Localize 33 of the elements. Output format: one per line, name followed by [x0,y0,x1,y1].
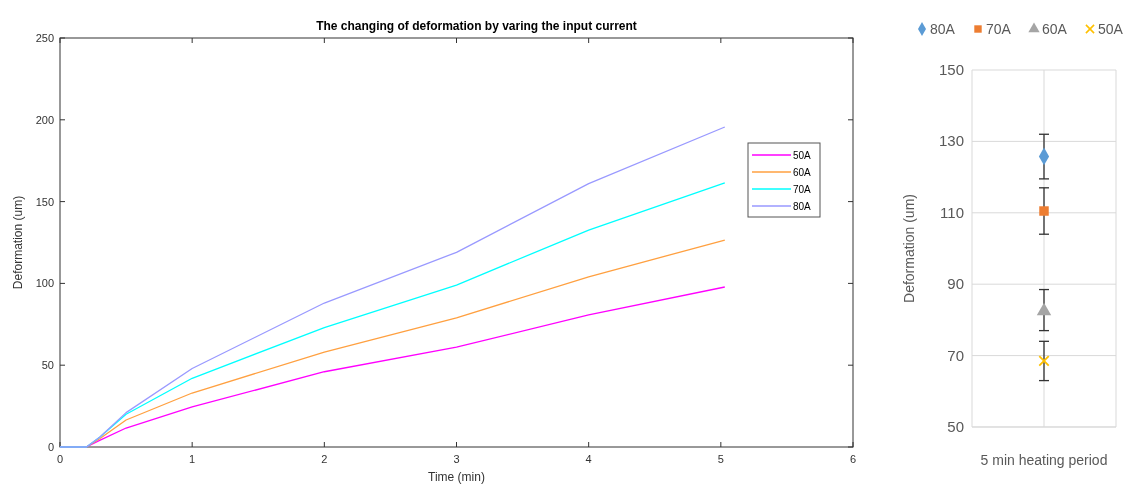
y-tick-label: 250 [35,32,54,44]
legend-label: 60A [793,167,812,178]
y-tick-label: 150 [938,61,964,78]
legend-label: 50A [793,150,812,161]
x-tick-label: 3 [453,453,460,465]
x-tick-label: 1 [189,453,196,465]
chart-title: The changing of deformation by varing the input current [316,19,637,33]
x-tick-label: 4 [585,453,592,465]
x-tick-label: 5 [717,453,724,465]
y-tick-label: 50 [41,359,54,372]
legend-label: 60A [1042,21,1068,37]
y-tick-label: 0 [47,441,54,453]
legend-label: 80A [930,21,956,37]
x-axis-title: Time (min) [428,470,485,484]
x-tick-label: 5 min heating period [980,452,1108,468]
x-tick-label: 6 [849,453,857,465]
y-axis-title: Deformation (um) [901,194,917,303]
y-axis-title: Deformation (um) [11,195,25,290]
y-tick-label: 110 [940,203,964,221]
x-tick-label: 2 [321,453,328,465]
legend-label: 50A [1098,21,1124,37]
y-tick-label: 200 [35,113,54,126]
line-series [59,126,726,448]
legend-label: 70A [793,184,812,195]
y-tick-label: 100 [35,277,54,290]
y-tick-label: 70 [947,346,964,364]
legend-label: 80A [793,201,812,212]
y-tick-label: 150 [35,195,54,208]
legend-label: 70A [986,21,1012,37]
y-tick-label: 130 [938,132,964,150]
y-tick-label: 50 [947,418,964,435]
y-tick-label: 90 [947,275,964,293]
x-tick-label: 0 [56,453,64,465]
